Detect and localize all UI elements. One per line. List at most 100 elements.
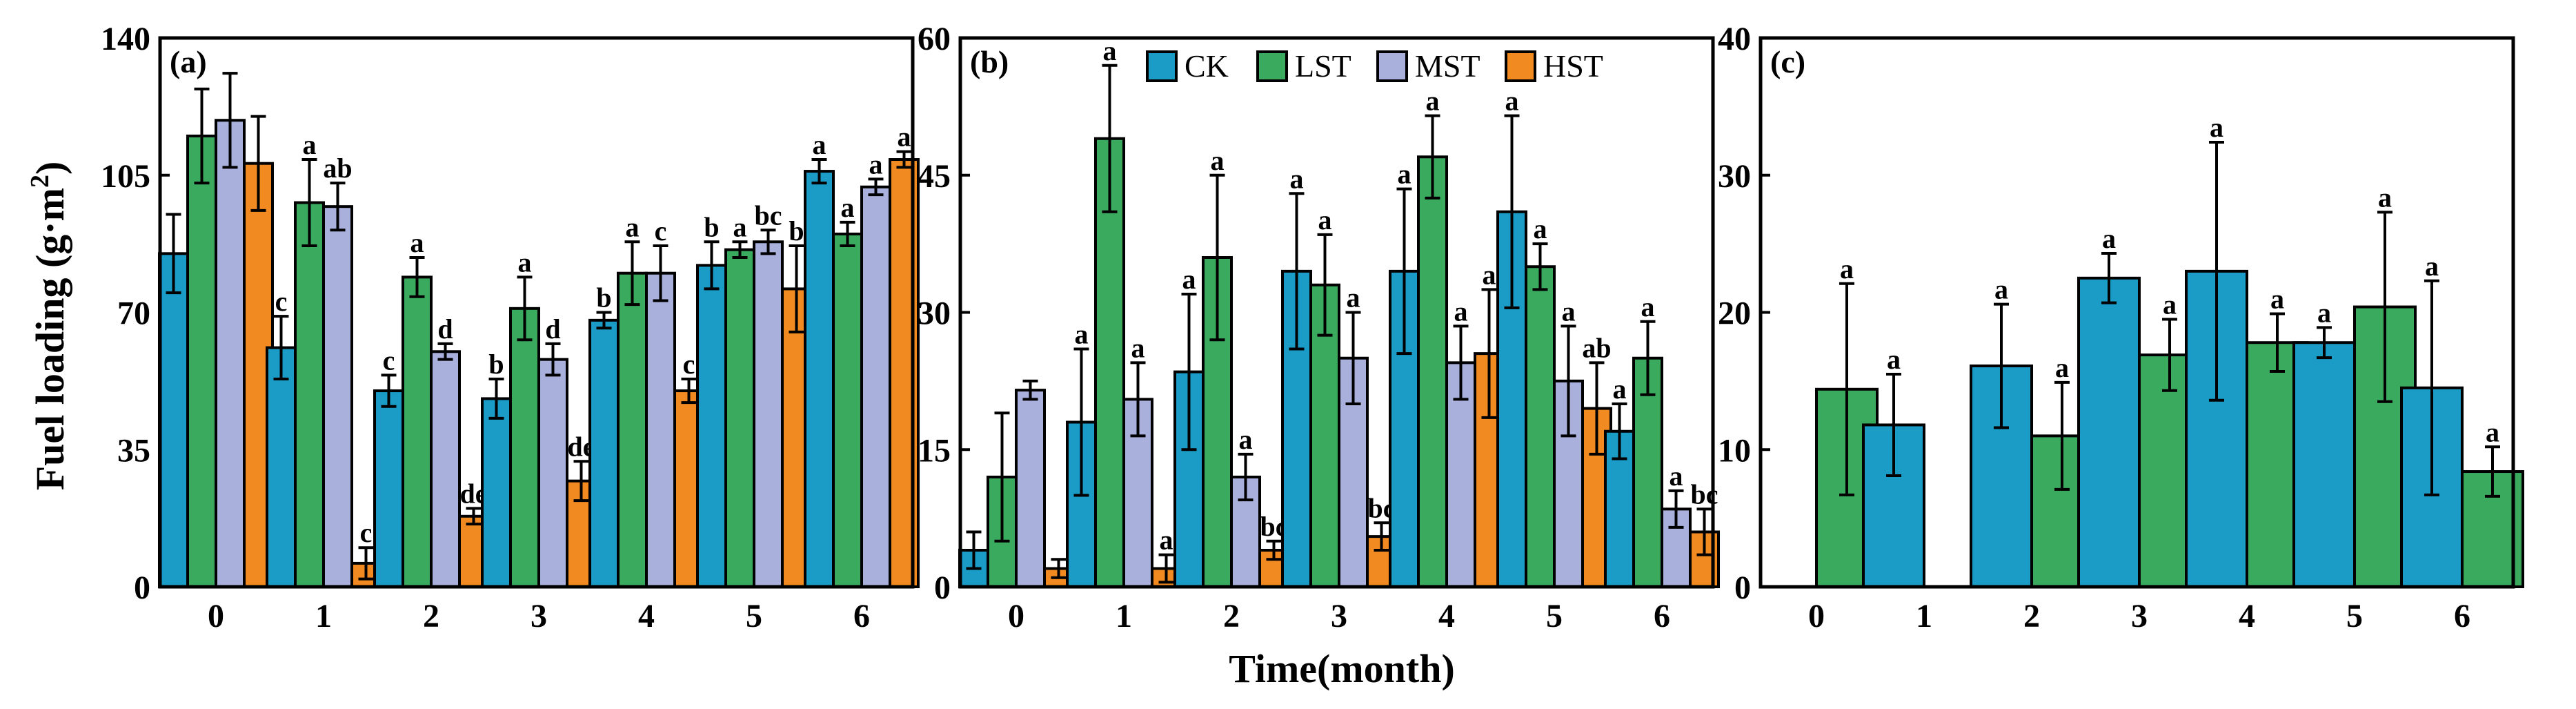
bar-ck-1 — [266, 346, 297, 588]
significance-label: a — [2055, 352, 2069, 383]
y-tick-label: 45 — [918, 158, 951, 195]
bar-mst-0 — [215, 119, 246, 588]
significance-label: b — [596, 282, 611, 313]
x-tick-label: 4 — [638, 598, 655, 634]
y-axis-title-sup: 2 — [26, 175, 55, 188]
x-tick-label: 4 — [2239, 598, 2255, 634]
y-tick-label: 0 — [134, 570, 150, 606]
bar-ck-5 — [2292, 341, 2356, 588]
significance-label: c — [683, 349, 695, 380]
significance-label: a — [2102, 223, 2116, 254]
panel-label: (c) — [1770, 44, 1805, 79]
x-tick-label: 0 — [1008, 598, 1024, 634]
significance-label: a — [2425, 251, 2439, 282]
panel-label: (a) — [170, 44, 207, 79]
bar-ck-5 — [696, 264, 727, 588]
y-tick-label: 0 — [1734, 570, 1751, 606]
plot-frame — [1758, 36, 2515, 589]
significance-label: a — [1994, 274, 2008, 305]
bar-ck-4 — [588, 318, 620, 588]
x-tick-label: 3 — [2131, 598, 2148, 634]
significance-label: a — [2378, 182, 2392, 213]
significance-label: a — [2317, 297, 2331, 328]
x-tick-label: 0 — [208, 598, 224, 634]
significance-label: a — [1211, 145, 1225, 176]
bar-mst-2 — [430, 350, 461, 588]
bar-lst-1 — [294, 201, 325, 588]
bar-mst-3 — [537, 358, 568, 589]
significance-label: a — [841, 192, 855, 223]
panel-c: 0 10 20 30 40 a 0 a 1 a a 2 a a 3 a a 4 a a 5 a a 6 (c) — [1718, 21, 2524, 634]
significance-label: a — [1534, 213, 1547, 244]
significance-label: a — [1613, 373, 1627, 405]
legend-swatch-ck — [1146, 50, 1178, 82]
significance-label: d — [437, 313, 453, 344]
x-tick-label: 6 — [853, 598, 870, 634]
significance-label: a — [898, 122, 911, 153]
significance-label: ab — [1582, 332, 1611, 363]
significance-label: a — [1840, 253, 1854, 284]
significance-label: a — [2163, 289, 2177, 320]
y-tick-label: 0 — [934, 570, 951, 606]
significance-label: a — [2210, 112, 2223, 143]
bar-lst-5 — [724, 248, 755, 588]
x-axis-title: Time(month) — [1229, 646, 1455, 691]
significance-label: a — [1290, 163, 1304, 194]
legend-label-ck: CK — [1185, 48, 1229, 84]
bar-mst-4 — [645, 271, 676, 588]
significance-label: a — [733, 211, 747, 242]
y-tick-label: 10 — [1718, 432, 1751, 469]
y-tick-label: 40 — [1718, 21, 1751, 57]
y-tick-label: 30 — [1718, 158, 1751, 195]
significance-label: a — [1887, 344, 1901, 375]
y-tick-label: 70 — [117, 295, 150, 332]
y-tick-label: 140 — [101, 21, 150, 57]
significance-label: a — [1075, 319, 1089, 350]
legend-swatch-mst — [1376, 50, 1408, 82]
bar-ck-3 — [481, 397, 512, 589]
y-axis-title: Fuel loading (g·m2) — [26, 162, 72, 491]
y-axis-title-text: Fuel loading (g·m — [28, 188, 72, 490]
y-axis-title-close: ) — [28, 162, 72, 175]
significance-label: a — [1483, 259, 1496, 290]
significance-label: c — [360, 517, 373, 548]
significance-label: a — [626, 211, 640, 242]
legend-label-hst: HST — [1543, 48, 1603, 84]
legend-label-lst: LST — [1295, 48, 1351, 84]
significance-label: c — [655, 215, 667, 246]
legend-swatch-hst — [1505, 50, 1536, 82]
bar-mst-0 — [1015, 389, 1046, 588]
bar-ck-2 — [373, 389, 404, 588]
significance-label: b — [704, 211, 719, 242]
bar-lst-2 — [402, 275, 433, 588]
x-tick-label: 1 — [315, 598, 332, 634]
significance-label: a — [1641, 291, 1655, 322]
bar-lst-1 — [1094, 137, 1125, 588]
bar-ck-3 — [2077, 276, 2141, 588]
significance-label: a — [1347, 282, 1360, 313]
significance-label: a — [869, 148, 883, 179]
x-tick-label: 2 — [423, 598, 439, 634]
significance-label: c — [383, 344, 395, 376]
y-tick-label: 30 — [918, 295, 951, 332]
significance-label: a — [1398, 159, 1411, 190]
significance-label: a — [1454, 295, 1468, 327]
x-tick-label: 4 — [1438, 598, 1455, 634]
x-tick-label: 0 — [1808, 598, 1825, 634]
significance-label: a — [303, 129, 317, 160]
significance-label: a — [1562, 295, 1576, 327]
plot-frame — [958, 36, 1715, 589]
significance-label: a — [410, 227, 424, 258]
significance-label: a — [1670, 460, 1683, 492]
x-tick-label: 5 — [1546, 598, 1563, 634]
y-tick-label: 20 — [1718, 295, 1751, 332]
significance-label: a — [1505, 86, 1519, 117]
panel-b: 0153045600aaaa1aaabc2aaabc3aaaa4aaaab5aa… — [918, 21, 1720, 634]
y-tick-label: 35 — [117, 432, 150, 469]
bar-mst-6 — [860, 185, 891, 588]
bar-mst-1 — [322, 205, 353, 588]
legend: CK LST MST HST — [1146, 48, 1603, 84]
x-tick-label: 6 — [1654, 598, 1670, 634]
bar-lst-4 — [1417, 155, 1448, 588]
